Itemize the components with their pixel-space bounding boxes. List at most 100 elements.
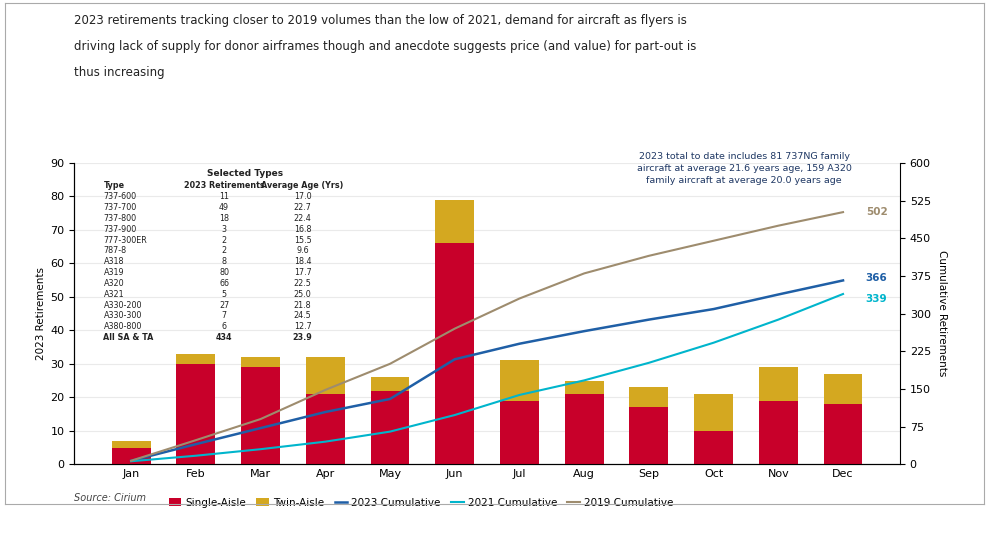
2019 Cumulative — [513, 295, 525, 302]
Line: 2019 Cumulative: 2019 Cumulative — [132, 212, 843, 461]
Line: 2021 Cumulative: 2021 Cumulative — [132, 294, 843, 461]
Bar — [306, 394, 345, 464]
Text: 66: 66 — [219, 279, 229, 288]
Bar — [824, 374, 862, 404]
Text: 2023 total to date includes 81 737NG family
aircraft at average 21.6 years age, : 2023 total to date includes 81 737NG fam… — [637, 153, 852, 185]
Text: 8: 8 — [222, 257, 226, 266]
Text: 5: 5 — [222, 290, 226, 299]
Text: 80: 80 — [219, 268, 229, 277]
2021 Cumulative — [579, 377, 590, 384]
2019 Cumulative — [772, 223, 784, 229]
2023 Cumulative — [190, 441, 202, 447]
Bar — [371, 390, 409, 464]
2021 Cumulative — [513, 392, 525, 398]
2019 Cumulative — [579, 270, 590, 276]
2021 Cumulative — [254, 446, 266, 452]
Text: A320: A320 — [104, 279, 124, 288]
Legend: Single-Aisle, Twin-Aisle, 2023 Cumulative, 2021 Cumulative, 2019 Cumulative: Single-Aisle, Twin-Aisle, 2023 Cumulativ… — [164, 494, 677, 512]
Bar — [176, 364, 216, 464]
Bar — [241, 357, 280, 367]
Text: 7: 7 — [222, 312, 226, 320]
Text: A330-200: A330-200 — [104, 301, 142, 310]
2019 Cumulative — [837, 209, 849, 216]
Text: 2023 retirements tracking closer to 2019 volumes than the low of 2021, demand fo: 2023 retirements tracking closer to 2019… — [74, 14, 687, 27]
Text: 18: 18 — [219, 214, 229, 223]
2021 Cumulative — [772, 317, 784, 323]
Text: 27: 27 — [219, 301, 229, 310]
Text: 502: 502 — [865, 207, 887, 217]
Text: 16.8: 16.8 — [294, 225, 312, 234]
Bar — [112, 447, 150, 464]
Bar — [500, 401, 539, 464]
2023 Cumulative — [513, 340, 525, 347]
2023 Cumulative — [254, 425, 266, 431]
Text: 12.7: 12.7 — [294, 323, 312, 331]
Text: 22.5: 22.5 — [294, 279, 312, 288]
Bar — [306, 357, 345, 394]
Text: 737-900: 737-900 — [104, 225, 136, 234]
2021 Cumulative — [837, 291, 849, 297]
2019 Cumulative — [190, 437, 202, 444]
Text: 15.5: 15.5 — [294, 236, 312, 245]
2019 Cumulative — [708, 237, 720, 244]
2021 Cumulative — [643, 359, 655, 366]
2021 Cumulative — [708, 339, 720, 346]
2023 Cumulative — [708, 306, 720, 312]
2021 Cumulative — [384, 428, 396, 435]
Bar — [629, 407, 669, 464]
Text: 22.4: 22.4 — [294, 214, 312, 223]
Text: FIG. 19: PASSENGER AIRCRAFT RETIREMENTS 2023: FIG. 19: PASSENGER AIRCRAFT RETIREMENTS … — [18, 517, 356, 530]
Text: A380-800: A380-800 — [104, 323, 141, 331]
Text: 21.8: 21.8 — [294, 301, 312, 310]
Bar — [629, 387, 669, 407]
Text: A318: A318 — [104, 257, 124, 266]
Text: 17.0: 17.0 — [294, 192, 312, 201]
Text: Type: Type — [104, 181, 125, 191]
Text: 737-700: 737-700 — [104, 203, 136, 212]
Bar — [694, 431, 733, 464]
Text: Average Age (Yrs): Average Age (Yrs) — [261, 181, 344, 191]
Text: 787-8: 787-8 — [104, 247, 127, 256]
Bar — [759, 367, 798, 401]
Text: All SA & TA: All SA & TA — [104, 333, 154, 342]
Text: 9.6: 9.6 — [297, 247, 309, 256]
Bar — [565, 394, 603, 464]
2023 Cumulative — [384, 396, 396, 402]
Text: 6: 6 — [222, 323, 226, 331]
2023 Cumulative — [772, 291, 784, 298]
Text: 24.5: 24.5 — [294, 312, 312, 320]
2021 Cumulative — [126, 458, 137, 464]
2023 Cumulative — [837, 277, 849, 283]
Text: 11: 11 — [219, 192, 229, 201]
Bar — [565, 381, 603, 394]
Text: 434: 434 — [216, 333, 232, 342]
2023 Cumulative — [319, 409, 331, 415]
Text: 23.9: 23.9 — [293, 333, 313, 342]
Text: driving lack of supply for donor airframes though and anecdote suggests price (a: driving lack of supply for donor airfram… — [74, 40, 696, 53]
Bar — [435, 243, 474, 464]
Text: 49: 49 — [219, 203, 229, 212]
2023 Cumulative — [579, 328, 590, 334]
Bar — [371, 377, 409, 390]
Bar — [824, 404, 862, 464]
2019 Cumulative — [126, 458, 137, 464]
Bar — [176, 354, 216, 364]
2019 Cumulative — [384, 361, 396, 367]
Text: A330-300: A330-300 — [104, 312, 141, 320]
2019 Cumulative — [449, 325, 461, 332]
Bar — [759, 401, 798, 464]
2023 Cumulative — [449, 356, 461, 363]
2019 Cumulative — [319, 387, 331, 393]
Text: 22.7: 22.7 — [294, 203, 312, 212]
Text: 777-300ER: 777-300ER — [104, 236, 147, 245]
2021 Cumulative — [319, 438, 331, 445]
Line: 2023 Cumulative: 2023 Cumulative — [132, 280, 843, 461]
Text: 2023 Retirements: 2023 Retirements — [184, 181, 264, 191]
2019 Cumulative — [254, 416, 266, 422]
Text: A319: A319 — [104, 268, 124, 277]
2021 Cumulative — [449, 412, 461, 418]
Text: Selected Types: Selected Types — [207, 169, 283, 178]
Bar — [241, 367, 280, 464]
Text: 18.4: 18.4 — [294, 257, 312, 266]
Text: 339: 339 — [865, 294, 887, 304]
